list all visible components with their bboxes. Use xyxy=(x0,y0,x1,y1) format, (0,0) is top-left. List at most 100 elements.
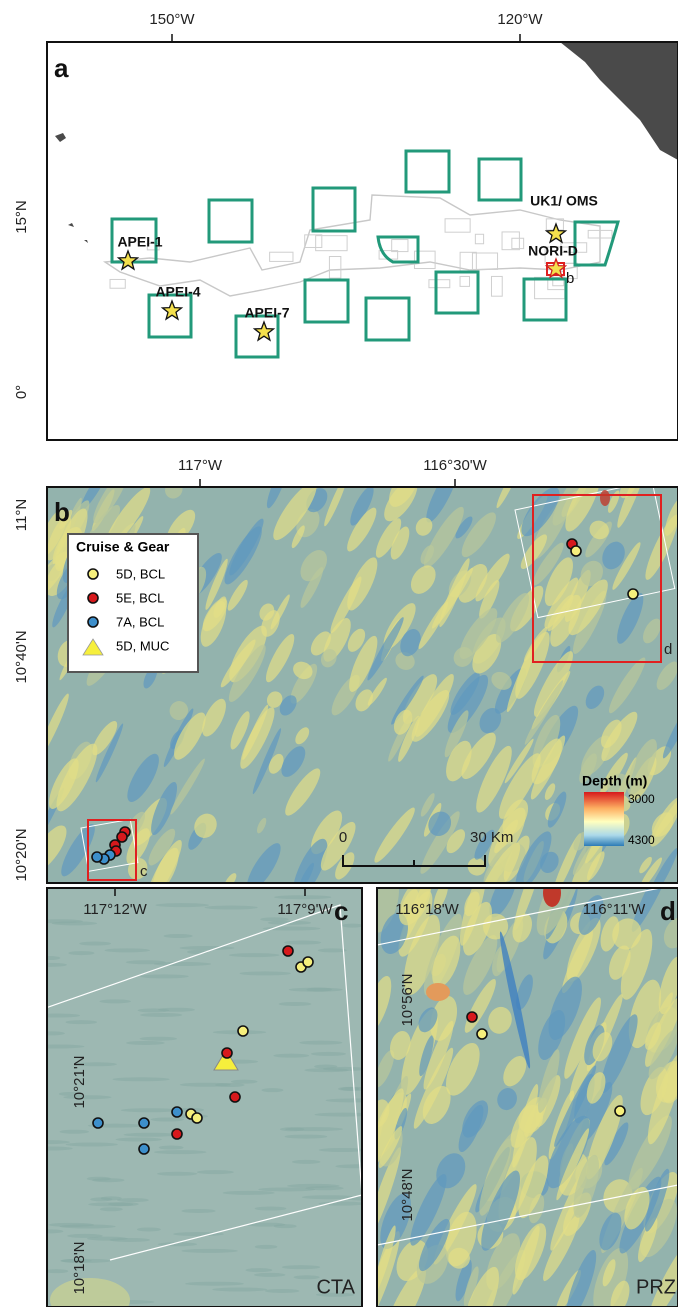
relief xyxy=(164,934,193,938)
sample-point xyxy=(139,1144,149,1154)
area-label: CTA xyxy=(316,1276,355,1298)
relief xyxy=(39,1031,65,1035)
relief xyxy=(205,906,258,910)
depth-ramp xyxy=(584,792,624,846)
relief xyxy=(229,953,280,957)
relief xyxy=(274,895,331,899)
relief xyxy=(121,1108,179,1112)
panel-label: d xyxy=(660,896,676,926)
relief xyxy=(318,948,347,952)
sample-point xyxy=(88,593,98,603)
relief xyxy=(60,1224,116,1228)
sample-point xyxy=(628,589,638,599)
y-tick-label: 10°56'N xyxy=(399,973,416,1026)
legend-title: Cruise & Gear xyxy=(76,539,170,555)
inset-label: d xyxy=(664,641,672,658)
site-label: APEI-1 xyxy=(117,234,162,250)
legend-entry: 5D, MUC xyxy=(116,638,169,653)
inset-label: c xyxy=(140,863,148,880)
x-tick-label: 150°W xyxy=(149,11,195,28)
relief xyxy=(140,1037,177,1041)
relief xyxy=(245,1268,272,1272)
relief xyxy=(101,1196,122,1200)
relief xyxy=(223,1191,275,1195)
relief xyxy=(155,903,209,907)
relief xyxy=(181,1209,215,1213)
relief xyxy=(124,1133,178,1137)
sample-point xyxy=(230,1092,240,1102)
relief xyxy=(255,1207,287,1211)
relief xyxy=(154,1150,206,1154)
scale-end: 30 Km xyxy=(470,829,513,846)
y-tick-label: 10°20'N xyxy=(13,828,30,881)
sample-point xyxy=(283,946,293,956)
relief xyxy=(100,999,131,1003)
relief xyxy=(215,1083,245,1087)
relief xyxy=(323,1067,367,1071)
site-label: NORI-D xyxy=(528,243,578,259)
y-tick-label: 10°18'N xyxy=(71,1241,88,1294)
relief xyxy=(282,1265,320,1269)
depth-legend-min: 4300 xyxy=(628,833,655,847)
relief xyxy=(279,1002,312,1006)
relief xyxy=(104,948,150,952)
sample-point xyxy=(172,1129,182,1139)
relief xyxy=(68,951,94,955)
relief xyxy=(116,1137,162,1141)
panel-b xyxy=(25,460,678,912)
y-tick-label: 0° xyxy=(13,385,30,399)
sample-point xyxy=(92,852,102,862)
relief xyxy=(88,1202,133,1206)
relief xyxy=(32,963,67,967)
inset-label: b xyxy=(566,270,574,287)
relief xyxy=(36,919,83,923)
sample-point xyxy=(477,1029,487,1039)
relief xyxy=(292,1160,320,1164)
relief xyxy=(126,960,166,964)
relief xyxy=(113,1077,170,1081)
sample-point xyxy=(93,1118,103,1128)
relief xyxy=(240,971,291,975)
relief xyxy=(34,1229,64,1233)
sample-point xyxy=(467,1012,477,1022)
relief xyxy=(299,1041,342,1045)
x-tick-label: 117°W xyxy=(178,457,223,474)
sample-point xyxy=(571,546,581,556)
x-tick-label: 116°30'W xyxy=(423,457,487,474)
legend-entry: 5E, BCL xyxy=(116,590,164,605)
seamount xyxy=(426,983,450,1001)
relief xyxy=(289,988,343,992)
y-tick-label: 15°N xyxy=(13,200,30,234)
relief xyxy=(60,1130,89,1134)
depth-legend-max: 3000 xyxy=(628,792,655,806)
sample-point xyxy=(88,617,98,627)
relief xyxy=(67,1234,103,1238)
relief xyxy=(100,1207,123,1211)
relief xyxy=(285,1127,343,1131)
sample-point xyxy=(238,1026,248,1036)
relief xyxy=(65,1020,97,1024)
seamount xyxy=(600,490,610,506)
sample-point xyxy=(303,957,313,967)
x-tick-label: 117°12'W xyxy=(83,901,147,918)
legend-entry: 5D, BCL xyxy=(116,566,165,581)
relief xyxy=(151,1118,185,1122)
sample-point xyxy=(139,1118,149,1128)
relief xyxy=(231,1080,258,1084)
figure: a150°W120°W15°N0°APEI-1APEI-4APEI-7UK1/ … xyxy=(0,0,678,1307)
relief xyxy=(66,1143,118,1147)
relief xyxy=(157,1172,197,1176)
relief xyxy=(181,1249,237,1253)
relief xyxy=(126,1041,164,1045)
y-tick-label: 10°48'N xyxy=(399,1168,416,1221)
relief xyxy=(137,1227,161,1231)
relief xyxy=(315,1113,374,1117)
x-tick-label: 116°18'W xyxy=(395,901,459,918)
relief xyxy=(158,1008,195,1012)
y-tick-label: 10°40'N xyxy=(13,630,30,683)
relief xyxy=(38,956,61,960)
panel-label: c xyxy=(334,896,348,926)
relief xyxy=(265,1289,300,1293)
relief xyxy=(79,942,111,946)
relief xyxy=(285,1135,328,1139)
